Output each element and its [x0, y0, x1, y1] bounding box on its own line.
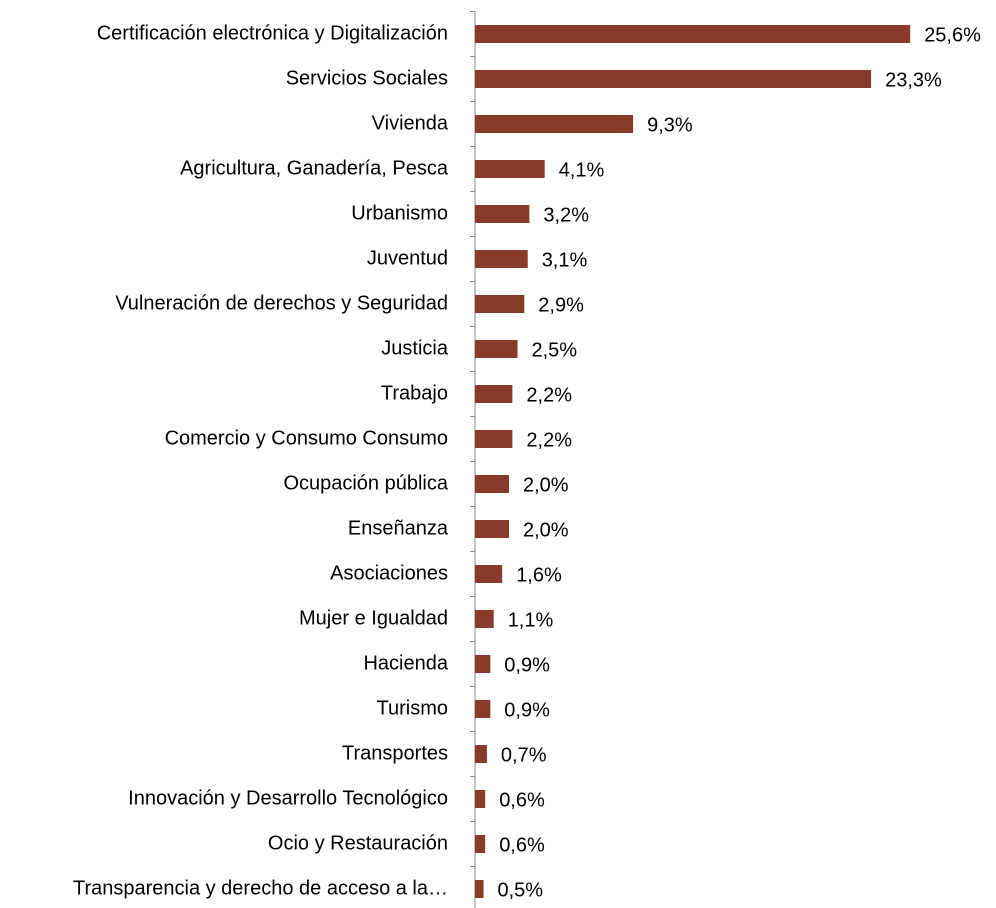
bar [475, 295, 525, 313]
value-label: 3,2% [543, 204, 589, 226]
category-label: Asociaciones [330, 562, 448, 584]
bar [475, 610, 494, 628]
value-label: 0,9% [504, 654, 550, 676]
value-label: 4,1% [559, 159, 605, 181]
category-label: Urbanismo [351, 202, 448, 224]
value-label: 2,0% [523, 519, 569, 541]
value-label: 2,9% [538, 294, 584, 316]
category-label: Transportes [342, 742, 448, 764]
value-label: 1,1% [508, 609, 554, 631]
value-label: 0,6% [499, 789, 545, 811]
category-label: Turismo [377, 697, 448, 719]
value-label: 0,6% [499, 834, 545, 856]
bar [475, 880, 484, 898]
bar [475, 205, 530, 223]
category-label: Certificación electrónica y Digitalizaci… [97, 22, 448, 44]
bar [475, 430, 513, 448]
bar [475, 745, 487, 763]
bar [475, 475, 509, 493]
category-label: Transparencia y derecho de acceso a la… [73, 877, 448, 899]
category-label: Vivienda [372, 112, 449, 134]
category-label: Agricultura, Ganadería, Pesca [180, 157, 449, 179]
value-label: 0,7% [501, 744, 547, 766]
value-label: 2,5% [532, 339, 578, 361]
category-label: Comercio y Consumo Consumo [165, 427, 448, 449]
bar [475, 160, 545, 178]
category-label: Juventud [367, 247, 448, 269]
bar [475, 520, 509, 538]
value-label: 0,9% [504, 699, 550, 721]
value-label: 1,6% [516, 564, 562, 586]
value-label: 2,0% [523, 474, 569, 496]
value-label: 3,1% [542, 249, 588, 271]
category-label: Trabajo [381, 382, 448, 404]
bar [475, 385, 513, 403]
value-label: 9,3% [647, 114, 693, 136]
category-label: Ocio y Restauración [268, 832, 448, 854]
value-label: 0,5% [498, 879, 544, 901]
bar [475, 115, 634, 133]
value-label: 2,2% [526, 384, 572, 406]
bar [475, 565, 503, 583]
bar [475, 70, 872, 88]
value-label: 2,2% [526, 429, 572, 451]
category-label: Enseñanza [348, 517, 449, 539]
category-label: Ocupación pública [283, 472, 448, 494]
category-label: Servicios Sociales [286, 67, 448, 89]
bar [475, 25, 911, 43]
bar [475, 655, 491, 673]
bar [475, 250, 528, 268]
bar [475, 700, 491, 718]
bar [475, 835, 486, 853]
value-label: 23,3% [885, 69, 942, 91]
category-label: Innovación y Desarrollo Tecnológico [128, 787, 448, 809]
category-label: Vulneración de derechos y Seguridad [115, 292, 448, 314]
category-label: Hacienda [363, 652, 448, 674]
bar [475, 790, 486, 808]
category-label: Mujer e Igualdad [299, 607, 448, 629]
bar [475, 340, 518, 358]
value-label: 25,6% [924, 24, 981, 46]
category-label: Justicia [381, 337, 449, 359]
